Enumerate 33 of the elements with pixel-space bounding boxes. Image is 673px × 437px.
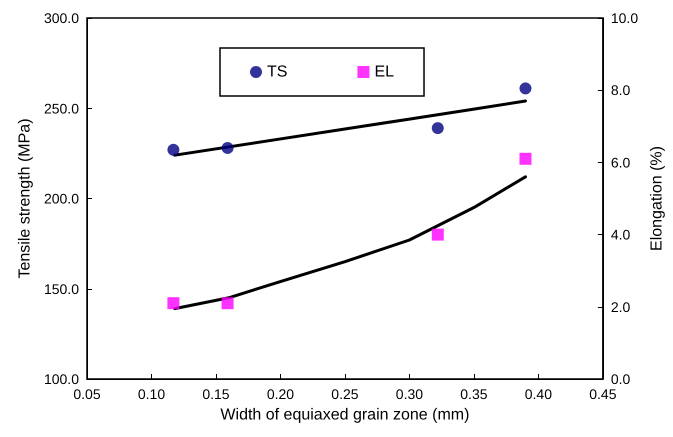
y-tick-label: 300.0 — [44, 10, 80, 26]
y2-axis-title: Elongation (%) — [648, 146, 666, 251]
x-tick-label: 0.25 — [331, 386, 359, 402]
x-axis-title: Width of equiaxed grain zone (mm) — [220, 406, 470, 424]
y-tick-label: 250.0 — [44, 100, 80, 116]
x-tick-label: 0.15 — [202, 386, 230, 402]
y2-tick-label: 2.0 — [610, 298, 631, 315]
point — [519, 82, 532, 94]
x-tick-label: 0.40 — [524, 386, 552, 402]
point — [432, 228, 444, 241]
x-tick-label: 0.35 — [460, 386, 488, 402]
y2-tick-label: 10.0 — [610, 10, 638, 26]
y2-tick-label: 0.0 — [610, 371, 631, 387]
point — [167, 297, 180, 310]
point — [222, 142, 234, 154]
y2-tick-label: 8.0 — [610, 82, 631, 98]
point — [222, 297, 234, 310]
x-tick-label: 0.30 — [396, 386, 424, 402]
legend-label: TS — [267, 64, 288, 80]
x-tick-label: 0.45 — [589, 386, 617, 402]
y-tick-label: 150.0 — [44, 280, 80, 297]
y-axis-title: Tensile strength (MPa) — [16, 118, 34, 279]
legend-label: EL — [374, 64, 394, 80]
x-tick-label: 0.05 — [73, 386, 101, 402]
point — [432, 122, 444, 134]
y-tick-label: 200.0 — [44, 190, 80, 206]
y2-tick-label: 4.0 — [610, 226, 631, 243]
point — [167, 144, 180, 156]
x-tick-label: 0.20 — [266, 386, 294, 402]
y-tick-label: 100.0 — [44, 371, 80, 387]
point — [519, 152, 532, 165]
x-tick-label: 0.10 — [138, 386, 166, 402]
y2-tick-label: 6.0 — [610, 154, 631, 170]
